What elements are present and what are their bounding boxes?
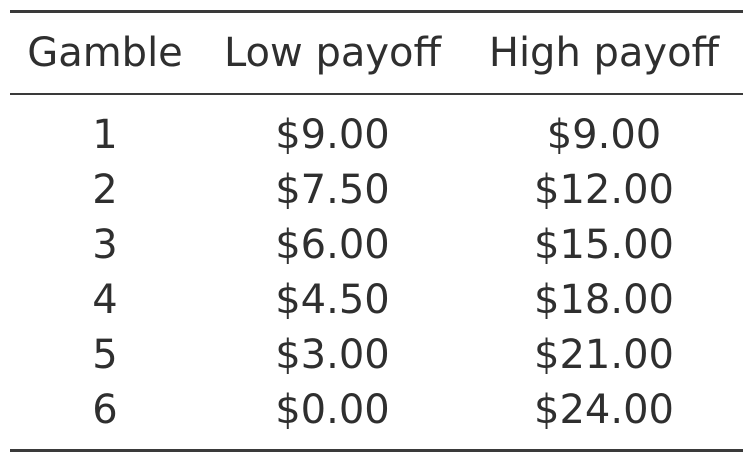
- cell-gamble: 4: [92, 276, 118, 323]
- cell-gamble: 3: [92, 221, 118, 268]
- table-row: 2 $7.50 $12.00: [10, 162, 743, 217]
- cell-gamble: 2: [92, 166, 118, 213]
- cell-high-payoff: $12.00: [534, 166, 674, 213]
- cell-gamble: 5: [92, 331, 118, 378]
- table-row: 4 $4.50 $18.00: [10, 272, 743, 327]
- header-row: Gamble Low payoff High payoff: [10, 11, 743, 94]
- cell-low-payoff: $6.00: [275, 221, 390, 268]
- cell-low-payoff: $4.50: [275, 276, 390, 323]
- payoff-table-container: Gamble Low payoff High payoff 1 $9.00 $9…: [10, 10, 743, 452]
- table-row: 3 $6.00 $15.00: [10, 217, 743, 272]
- table-header: Gamble Low payoff High payoff: [10, 11, 743, 94]
- header-low-payoff: Low payoff: [223, 30, 442, 76]
- cell-high-payoff: $24.00: [534, 386, 674, 433]
- cell-low-payoff: $9.00: [275, 111, 390, 158]
- header-high-payoff: High payoff: [488, 30, 720, 76]
- cell-low-payoff: $7.50: [275, 166, 390, 213]
- cell-low-payoff: $0.00: [275, 386, 390, 433]
- cell-high-payoff: $21.00: [534, 331, 674, 378]
- cell-gamble: 1: [92, 111, 118, 158]
- table-row: 5 $3.00 $21.00: [10, 327, 743, 382]
- cell-low-payoff: $3.00: [275, 331, 390, 378]
- cell-high-payoff: $15.00: [534, 221, 674, 268]
- cell-high-payoff: $9.00: [546, 111, 662, 158]
- table-body: 1 $9.00 $9.00 2 $7.50 $12.00 3 $6.00 $15…: [10, 94, 743, 451]
- payoff-table: Gamble Low payoff High payoff 1 $9.00 $9…: [10, 10, 743, 452]
- header-gamble: Gamble: [27, 30, 183, 76]
- cell-high-payoff: $18.00: [534, 276, 674, 323]
- table-row: 1 $9.00 $9.00: [10, 94, 743, 162]
- cell-gamble: 6: [92, 386, 118, 433]
- table-row: 6 $0.00 $24.00: [10, 382, 743, 451]
